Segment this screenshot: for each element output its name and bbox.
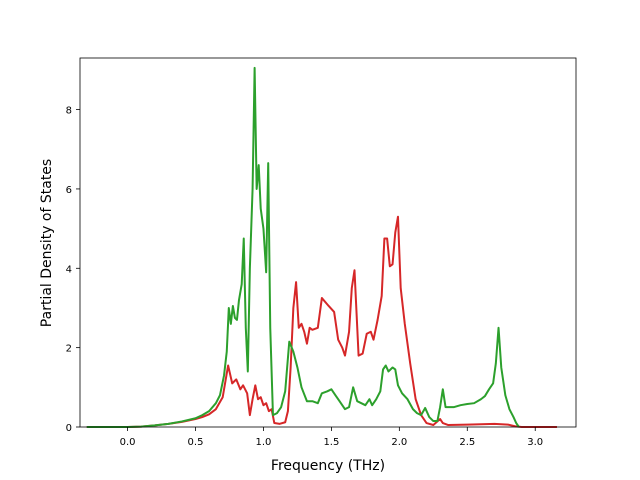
axes-frame <box>79 57 577 428</box>
y-tick-label: 8 <box>66 106 72 117</box>
x-tick-label: 0.5 <box>188 437 204 448</box>
y-axis-label: Partial Density of States <box>39 159 55 327</box>
y-ticks: 0 2 4 6 8 <box>66 106 80 434</box>
plot-area <box>80 58 576 427</box>
x-tick-label: 1.5 <box>323 437 339 448</box>
y-tick-label: 6 <box>66 185 72 196</box>
series-layer <box>86 66 557 428</box>
series-line-2 <box>86 66 520 428</box>
x-tick-label: 0.0 <box>120 437 136 448</box>
x-tick-label: 2.5 <box>459 437 475 448</box>
y-tick-label: 0 <box>66 423 72 434</box>
x-tick-label: 2.0 <box>391 437 407 448</box>
y-tick-label: 2 <box>66 344 72 355</box>
x-axis-label: Frequency (THz) <box>271 458 385 474</box>
y-tick-label: 4 <box>66 264 72 275</box>
x-tick-label: 3.0 <box>527 437 543 448</box>
x-ticks: 0.0 0.5 1.0 1.5 2.0 2.5 3.0 <box>120 427 543 448</box>
x-tick-label: 1.0 <box>255 437 271 448</box>
series-line-1 <box>86 215 557 428</box>
